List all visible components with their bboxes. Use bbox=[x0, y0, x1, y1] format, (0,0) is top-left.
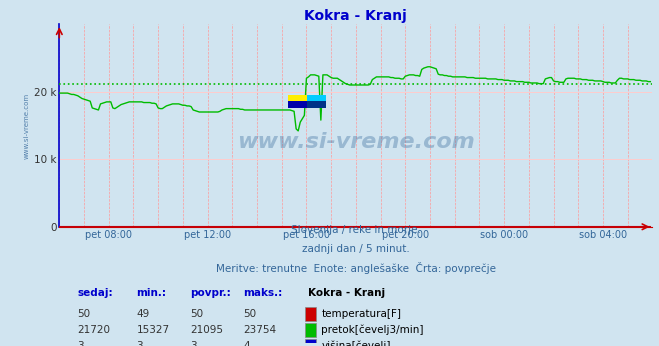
Text: 49: 49 bbox=[136, 309, 150, 319]
Text: Meritve: trenutne  Enote: anglešaške  Črta: povprečje: Meritve: trenutne Enote: anglešaške Črta… bbox=[216, 262, 496, 274]
Text: 50: 50 bbox=[190, 309, 203, 319]
Text: Kokra - Kranj: Kokra - Kranj bbox=[308, 288, 386, 298]
FancyBboxPatch shape bbox=[287, 101, 306, 108]
Text: temperatura[F]: temperatura[F] bbox=[322, 309, 401, 319]
Text: 21720: 21720 bbox=[77, 325, 110, 335]
Text: www.si-vreme.com: www.si-vreme.com bbox=[237, 132, 474, 152]
FancyBboxPatch shape bbox=[306, 95, 326, 101]
Text: 4: 4 bbox=[243, 342, 250, 346]
Text: 3: 3 bbox=[190, 342, 196, 346]
Text: 50: 50 bbox=[243, 309, 256, 319]
Text: www.si-vreme.com: www.si-vreme.com bbox=[24, 92, 30, 158]
Text: 3: 3 bbox=[136, 342, 143, 346]
Text: višina[čevelj]: višina[čevelj] bbox=[322, 341, 391, 346]
Title: Kokra - Kranj: Kokra - Kranj bbox=[304, 9, 407, 23]
Text: 21095: 21095 bbox=[190, 325, 223, 335]
Text: 15327: 15327 bbox=[136, 325, 169, 335]
Bar bbox=[305, 307, 316, 320]
Text: zadnji dan / 5 minut.: zadnji dan / 5 minut. bbox=[302, 244, 410, 254]
Bar bbox=[305, 339, 316, 346]
Text: maks.:: maks.: bbox=[243, 288, 283, 298]
FancyBboxPatch shape bbox=[287, 95, 306, 101]
Text: Slovenija / reke in morje.: Slovenija / reke in morje. bbox=[291, 225, 421, 235]
FancyBboxPatch shape bbox=[306, 101, 326, 108]
Text: 3: 3 bbox=[77, 342, 84, 346]
Text: min.:: min.: bbox=[136, 288, 167, 298]
Text: 23754: 23754 bbox=[243, 325, 276, 335]
Bar bbox=[305, 323, 316, 337]
Text: pretok[čevelj3/min]: pretok[čevelj3/min] bbox=[322, 325, 424, 335]
Text: sedaj:: sedaj: bbox=[77, 288, 113, 298]
Text: 50: 50 bbox=[77, 309, 90, 319]
Text: povpr.:: povpr.: bbox=[190, 288, 231, 298]
